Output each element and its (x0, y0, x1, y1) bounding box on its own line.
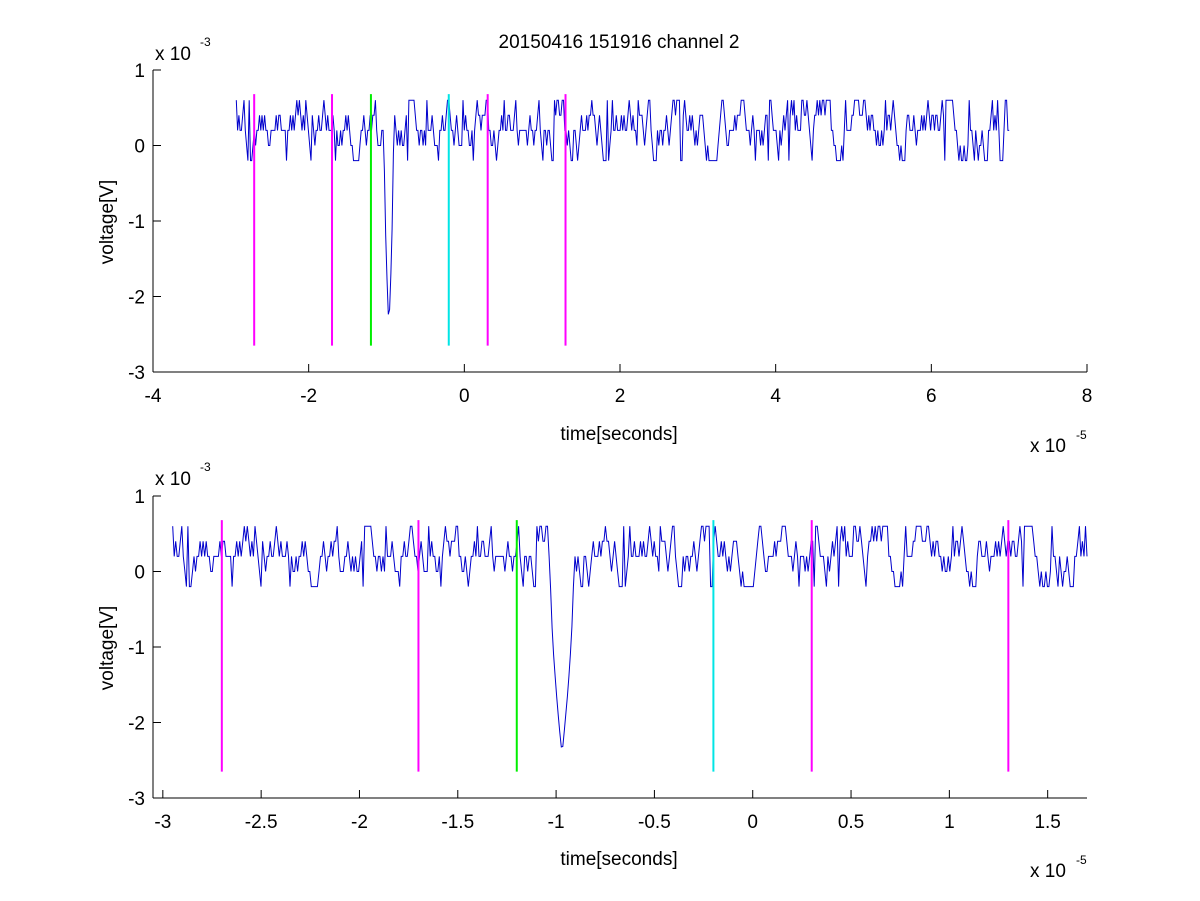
bottom-x-tick-label: 0.5 (838, 812, 864, 833)
bottom-y-tick-label: -2 (128, 714, 145, 735)
top-y-multiplier: x 10 (155, 44, 191, 65)
top-y-tick-label: 0 (134, 137, 145, 158)
top-y-tick-label: -1 (128, 212, 145, 233)
top-x-axis-label: time[seconds] (560, 424, 677, 445)
bottom-x-tick-label: -2.5 (245, 812, 278, 833)
bottom-y-tick-label: 0 (134, 563, 145, 584)
bottom-y-tick-label: -1 (128, 638, 145, 659)
bottom-y-multiplier: x 10 (155, 469, 191, 490)
bottom-y-tick-label: -3 (128, 789, 145, 810)
top-x-tick-label: 2 (615, 386, 626, 407)
top-y-tick-label: -3 (128, 363, 145, 384)
top-x-tick-label: 6 (926, 386, 937, 407)
top-x-exponent: -5 (1076, 428, 1087, 442)
bottom-plot: x 10 -3 x 10 -5 time[seconds] voltage[V]… (97, 460, 1088, 882)
bottom-x-tick-label: -1.5 (441, 812, 474, 833)
bottom-y-tick-label: 1 (134, 487, 145, 508)
bottom-x-exponent: -5 (1076, 853, 1087, 867)
bottom-x-tick-label: -1 (548, 812, 565, 833)
top-y-tick-label: 1 (134, 61, 145, 82)
top-x-tick-label: 8 (1082, 386, 1093, 407)
bottom-x-multiplier: x 10 (1030, 861, 1066, 882)
top-y-exponent: -3 (200, 35, 211, 49)
bottom-x-tick-label: 0 (747, 812, 758, 833)
bottom-y-exponent: -3 (200, 460, 211, 474)
top-signal-line (235, 99, 1010, 315)
top-x-tick-label: 0 (459, 386, 470, 407)
bottom-x-tick-label: -0.5 (638, 812, 671, 833)
chart-title: 20150416 151916 channel 2 (499, 32, 740, 53)
bottom-x-tick-label: -3 (154, 812, 171, 833)
top-x-tick-label: 4 (770, 386, 781, 407)
bottom-x-tick-label: 1 (944, 812, 955, 833)
top-y-tick-label: -2 (128, 288, 145, 309)
top-y-axis-label: voltage[V] (97, 180, 118, 265)
top-plot: x 10 -3 x 10 -5 time[seconds] voltage[V]… (97, 35, 1092, 457)
bottom-y-axis-label: voltage[V] (97, 606, 118, 691)
top-x-tick-label: -4 (145, 386, 162, 407)
bottom-signal-line (172, 525, 1088, 748)
bottom-x-axis-label: time[seconds] (560, 849, 677, 870)
top-x-tick-label: -2 (300, 386, 317, 407)
bottom-x-tick-label: 1.5 (1034, 812, 1060, 833)
top-x-multiplier: x 10 (1030, 436, 1066, 457)
bottom-x-tick-label: -2 (351, 812, 368, 833)
